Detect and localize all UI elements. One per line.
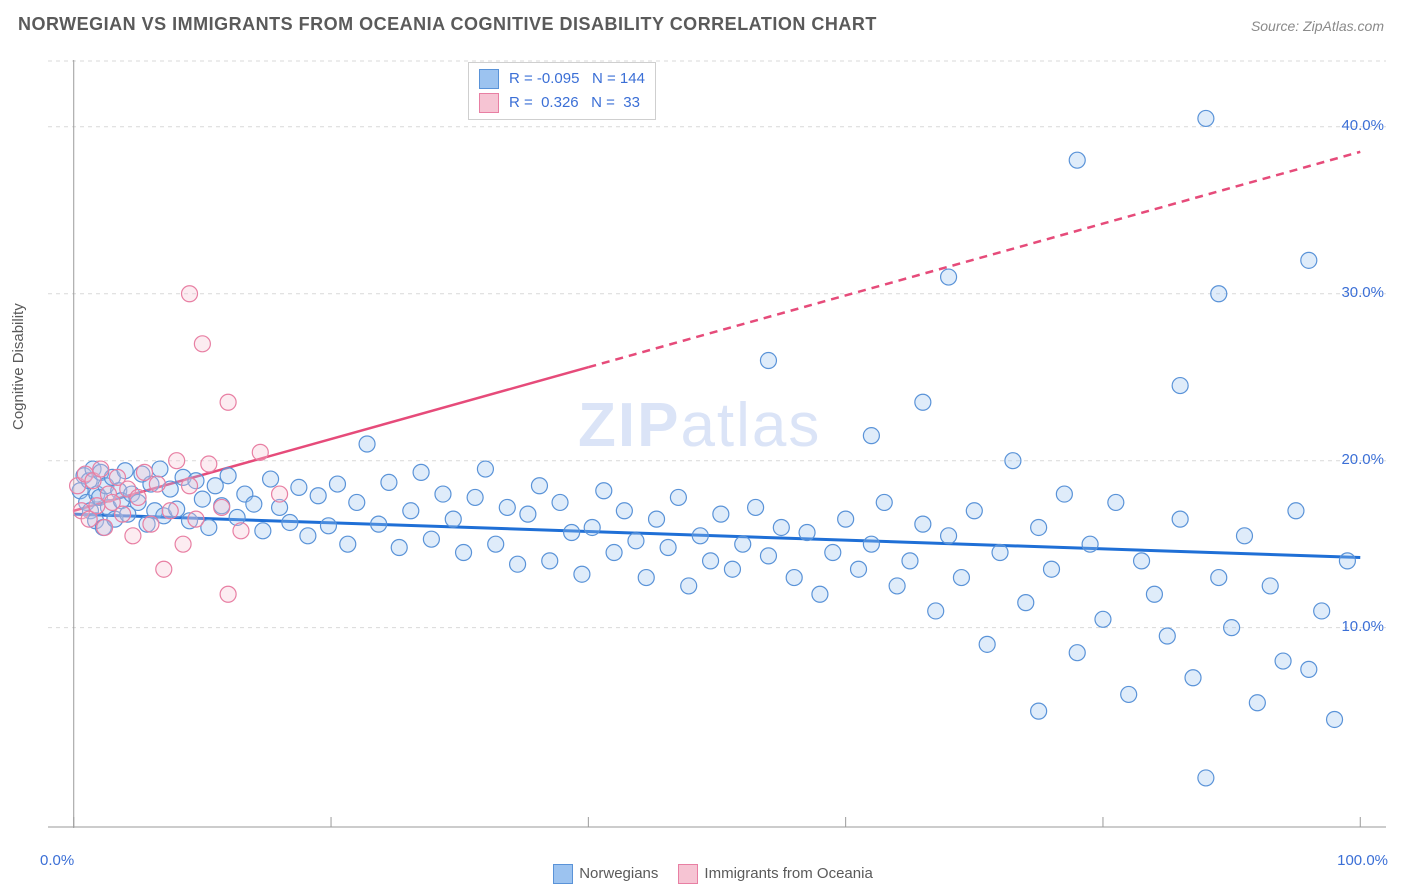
watermark: ZIPatlas [578, 390, 821, 461]
y-tick-label: 40.0% [1341, 117, 1384, 134]
stats-box: R = -0.095 N = 144 R = 0.326 N = 33 [468, 62, 656, 120]
stats-swatch [479, 69, 499, 89]
chart-title: NORWEGIAN VS IMMIGRANTS FROM OCEANIA COG… [18, 14, 877, 35]
y-axis-label: Cognitive Disability [10, 303, 27, 430]
source-label: Source: ZipAtlas.com [1251, 18, 1384, 34]
legend-swatch [678, 864, 698, 884]
stats-row: R = 0.326 N = 33 [479, 91, 645, 115]
plot-area: ZIPatlas R = -0.095 N = 144 R = 0.326 N =… [48, 60, 1386, 828]
stats-swatch [479, 93, 499, 113]
stats-text: R = -0.095 N = 144 [509, 70, 645, 87]
stats-text: R = 0.326 N = 33 [509, 94, 640, 111]
y-tick-label: 30.0% [1341, 284, 1384, 301]
chart-container: NORWEGIAN VS IMMIGRANTS FROM OCEANIA COG… [0, 0, 1406, 892]
legend-label: Norwegians [579, 865, 658, 882]
y-tick-label: 20.0% [1341, 451, 1384, 468]
bottom-legend: Norwegians Immigrants from Oceania [0, 864, 1406, 884]
legend-label: Immigrants from Oceania [704, 865, 872, 882]
stats-row: R = -0.095 N = 144 [479, 67, 645, 91]
y-tick-label: 10.0% [1341, 618, 1384, 635]
legend-swatch [553, 864, 573, 884]
